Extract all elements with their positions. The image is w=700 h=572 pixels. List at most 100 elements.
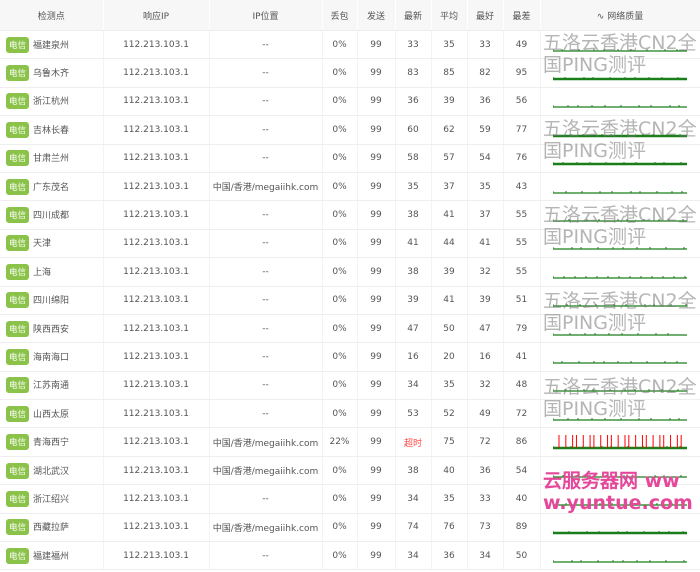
last-cell: 60 xyxy=(395,115,432,145)
col-worst[interactable]: 最差 xyxy=(503,0,541,31)
col-loss[interactable]: 丢包 xyxy=(322,0,358,31)
location-cell: 电信 青海西宁 xyxy=(0,427,104,457)
table-row[interactable]: 电信 福建泉州 112.213.103.1 -- 0% 99 33 35 33 49 xyxy=(0,30,700,60)
worst-cell: 77 xyxy=(503,115,541,145)
avg-cell: 35 xyxy=(431,484,468,514)
location-name: 陕西西安 xyxy=(33,324,70,335)
sent-cell: 99 xyxy=(357,172,396,202)
quality-cell xyxy=(540,456,700,486)
quality-cell xyxy=(540,371,700,401)
table-row[interactable]: 电信 山西太原 112.213.103.1 -- 0% 99 53 52 49 72 xyxy=(0,399,700,429)
quality-sparkline xyxy=(553,502,687,506)
worst-cell: 54 xyxy=(503,456,541,486)
location-cell: 电信 山西太原 xyxy=(0,399,104,429)
ip-cell: 112.213.103.1 xyxy=(103,314,210,344)
col-last[interactable]: 最新 xyxy=(395,0,432,31)
best-cell: 72 xyxy=(467,427,504,457)
avg-cell: 44 xyxy=(431,229,468,259)
quality-cell xyxy=(540,427,700,457)
sent-cell: 99 xyxy=(357,541,396,571)
table-row[interactable]: 电信 福建福州 112.213.103.1 -- 0% 99 34 36 34 50 xyxy=(0,541,700,571)
col-quality[interactable]: ∿ 网络质量 xyxy=(540,0,700,31)
ip-cell: 112.213.103.1 xyxy=(103,172,210,202)
location-name: 吉林长春 xyxy=(33,125,70,136)
table-row[interactable]: 电信 浙江绍兴 112.213.103.1 -- 0% 99 34 35 33 40 xyxy=(0,484,700,514)
geo-cell: -- xyxy=(209,58,323,88)
worst-cell: 50 xyxy=(503,541,541,571)
location-name: 上海 xyxy=(33,267,52,278)
location-name: 天津 xyxy=(33,239,52,250)
best-cell: 59 xyxy=(467,115,504,145)
best-cell: 32 xyxy=(467,371,504,401)
avg-cell: 39 xyxy=(431,87,468,117)
table-row[interactable]: 电信 乌鲁木齐 112.213.103.1 -- 0% 99 83 85 82 95 xyxy=(0,58,700,88)
col-avg[interactable]: 平均 xyxy=(431,0,468,31)
quality-sparkline xyxy=(553,162,687,166)
geo-cell: -- xyxy=(209,286,323,315)
last-cell: 超时 xyxy=(395,427,432,457)
col-geo[interactable]: IP位置 xyxy=(209,0,323,31)
col-ip[interactable]: 响应IP xyxy=(103,0,210,31)
location-name: 山西太原 xyxy=(33,409,70,420)
col-location[interactable]: 检测点 xyxy=(0,0,104,31)
table-row[interactable]: 电信 广东茂名 112.213.103.1 中国/香港/megaiihk.com 0% 9… xyxy=(0,172,700,202)
table-row[interactable]: 电信 青海西宁 112.213.103.1 中国/香港/megaiihk.com 22%… xyxy=(0,427,700,457)
quality-sparkline xyxy=(553,275,687,279)
geo-cell: -- xyxy=(209,200,323,230)
table-row[interactable]: 电信 四川成都 112.213.103.1 -- 0% 99 38 41 37 55 xyxy=(0,200,700,230)
quality-cell xyxy=(540,30,700,60)
table-row[interactable]: 电信 四川绵阳 112.213.103.1 -- 0% 99 39 41 39 51 xyxy=(0,286,700,315)
ip-cell: 112.213.103.1 xyxy=(103,257,210,287)
loss-cell: 0% xyxy=(322,484,358,514)
table-row[interactable]: 电信 甘肃兰州 112.213.103.1 -- 0% 99 58 57 54 76 xyxy=(0,144,700,173)
sent-cell: 99 xyxy=(357,286,396,315)
best-cell: 54 xyxy=(467,144,504,173)
table-row[interactable]: 电信 浙江杭州 112.213.103.1 -- 0% 99 36 39 36 56 xyxy=(0,87,700,117)
table-row[interactable]: 电信 吉林长春 112.213.103.1 -- 0% 99 60 62 59 77 xyxy=(0,115,700,145)
sent-cell: 99 xyxy=(357,484,396,514)
table-row[interactable]: 电信 海南海口 112.213.103.1 -- 0% 99 16 20 16 41 xyxy=(0,342,700,372)
best-cell: 73 xyxy=(467,513,504,543)
last-cell: 53 xyxy=(395,399,432,429)
ip-cell: 112.213.103.1 xyxy=(103,144,210,173)
best-cell: 41 xyxy=(467,229,504,259)
isp-tag: 电信 xyxy=(6,547,30,564)
location-name: 海南海口 xyxy=(33,352,70,363)
col-sent[interactable]: 发送 xyxy=(357,0,396,31)
worst-cell: 40 xyxy=(503,484,541,514)
table-row[interactable]: 电信 天津 112.213.103.1 -- 0% 99 41 44 41 55 xyxy=(0,229,700,259)
worst-cell: 86 xyxy=(503,427,541,457)
table-row[interactable]: 电信 湖北武汉 112.213.103.1 中国/香港/megaiihk.com 0% 9… xyxy=(0,456,700,486)
location-cell: 电信 浙江杭州 xyxy=(0,87,104,117)
table-row[interactable]: 电信 上海 112.213.103.1 -- 0% 99 38 39 32 55 xyxy=(0,257,700,287)
quality-sparkline xyxy=(553,133,687,138)
loss-cell: 0% xyxy=(322,30,358,60)
geo-cell: -- xyxy=(209,144,323,173)
location-cell: 电信 海南海口 xyxy=(0,342,104,372)
location-name: 江苏南通 xyxy=(33,381,70,392)
quality-cell xyxy=(540,257,700,287)
geo-cell: 中国/香港/megaiihk.com xyxy=(209,172,323,202)
best-cell: 35 xyxy=(467,172,504,202)
geo-cell: -- xyxy=(209,30,323,60)
table-row[interactable]: 电信 江苏南通 112.213.103.1 -- 0% 99 34 35 32 48 xyxy=(0,371,700,401)
sent-cell: 99 xyxy=(357,58,396,88)
sent-cell: 99 xyxy=(357,115,396,145)
quality-cell xyxy=(540,200,700,230)
table-row[interactable]: 电信 西藏拉萨 112.213.103.1 中国/香港/megaiihk.com 0% 9… xyxy=(0,513,700,543)
location-cell: 电信 福建泉州 xyxy=(0,30,104,60)
quality-sparkline xyxy=(553,531,687,535)
avg-cell: 76 xyxy=(431,513,468,543)
table-row[interactable]: 电信 陕西西安 112.213.103.1 -- 0% 99 47 50 47 79 xyxy=(0,314,700,344)
best-cell: 47 xyxy=(467,314,504,344)
worst-cell: 55 xyxy=(503,257,541,287)
quality-sparkline xyxy=(553,48,687,52)
geo-cell: -- xyxy=(209,541,323,571)
col-best[interactable]: 最好 xyxy=(467,0,504,31)
best-cell: 36 xyxy=(467,456,504,486)
quality-sparkline xyxy=(553,435,687,450)
isp-tag: 电信 xyxy=(6,65,30,82)
quality-cell xyxy=(540,115,700,145)
quality-cell xyxy=(540,172,700,202)
location-name: 西藏拉萨 xyxy=(33,523,70,534)
